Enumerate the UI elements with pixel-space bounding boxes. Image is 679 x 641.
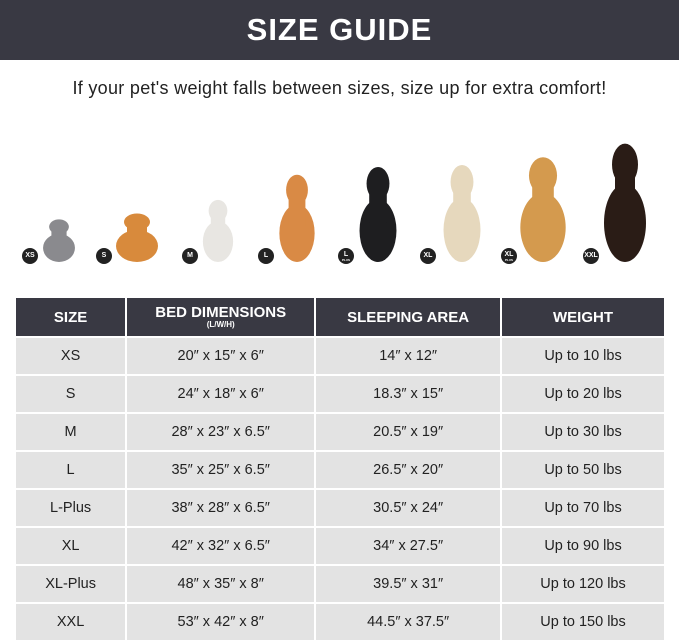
table-cell: Up to 90 lbs [502,526,664,564]
french-bulldog-image [200,198,236,262]
table-row: L-Plus 38″ x 28″ x 6.5″ 30.5″ x 24″ Up to 7… [16,488,664,526]
pet-size-lineup: XS S M L L PLUS XL XL PLUS XXL [0,130,679,270]
cat-image [40,218,78,262]
table-cell: 18.3″ x 15″ [316,374,501,412]
table-cell: 38″ x 28″ x 6.5″ [127,488,315,526]
page-title: SIZE GUIDE [0,0,679,60]
badge-sub-label: PLUS [341,257,350,262]
column-header-sub: (L/W/H) [206,320,235,329]
table-cell: 35″ x 25″ x 6.5″ [127,450,315,488]
table-cell: Up to 50 lbs [502,450,664,488]
badge-label: L [343,250,349,258]
table-cell: XL-Plus [16,564,126,602]
table-cell: 26.5″ x 20″ [316,450,501,488]
badge-sub-label: PLUS [504,257,513,262]
table-cell: XXL [16,602,126,640]
column-header-label: WEIGHT [553,308,614,326]
shiba-inu-image [276,172,318,262]
table-row: XXL 53″ x 42″ x 8″ 44.5″ x 37.5″ Up to 150 … [16,602,664,640]
table-cell: 42″ x 32″ x 6.5″ [127,526,315,564]
table-cell: Up to 10 lbs [502,336,664,374]
table-cell: 53″ x 42″ x 8″ [127,602,315,640]
column-header-label: BED DIMENSIONS [155,304,287,321]
table-cell: 20.5″ x 19″ [316,412,501,450]
table-cell: 24″ x 18″ x 6″ [127,374,315,412]
table-cell: L-Plus [16,488,126,526]
table-cell: 20″ x 15″ x 6″ [127,336,315,374]
labrador-image [440,162,484,262]
table-cell: Up to 150 lbs [502,602,664,640]
size-badge-s: S [96,248,112,264]
size-badge-m: M [182,248,198,264]
table-cell: 34″ x 27.5″ [316,526,501,564]
badge-label: L [263,252,269,259]
table-cell: 28″ x 23″ x 6.5″ [127,412,315,450]
sizing-tip: If your pet's weight falls between sizes… [72,78,607,98]
border-collie-image [356,164,400,262]
table-cell: 48″ x 35″ x 8″ [127,564,315,602]
column-header: SLEEPING AREA [316,298,501,336]
size-badge-l: L [258,248,274,264]
table-cell: 30.5″ x 24″ [316,488,501,526]
column-header-label: SLEEPING AREA [347,308,470,326]
badge-label: XL [504,250,514,258]
column-header-label: SIZE [53,308,88,326]
table-cell: Up to 30 lbs [502,412,664,450]
golden-retriever-image [516,154,570,262]
badge-label: XS [25,252,35,259]
table-cell: 44.5″ x 37.5″ [316,602,501,640]
badge-label: S [101,252,107,259]
size-badge-l-plus: L PLUS [338,248,354,264]
badge-label: M [187,252,193,259]
badge-label: XXL [584,252,598,259]
pomeranian-image [112,212,162,262]
table-cell: Up to 70 lbs [502,488,664,526]
doberman-image [600,140,650,262]
table-cell: Up to 120 lbs [502,564,664,602]
badge-label: XL [423,252,433,259]
table-row: XS 20″ x 15″ x 6″ 14″ x 12″ Up to 10 lbs [16,336,664,374]
size-badge-xl-plus: XL PLUS [501,248,517,264]
table-row: XL-Plus 48″ x 35″ x 8″ 39.5″ x 31″ Up to 12… [16,564,664,602]
size-badge-xs: XS [22,248,38,264]
table-cell: L [16,450,126,488]
table-cell: M [16,412,126,450]
table-row: M 28″ x 23″ x 6.5″ 20.5″ x 19″ Up to 30 lbs [16,412,664,450]
size-table: SIZE BED DIMENSIONS (L/W/H) SLEEPING AREA WE… [14,298,666,640]
column-header: BED DIMENSIONS (L/W/H) [127,298,315,336]
size-badge-xl: XL [420,248,436,264]
table-cell: S [16,374,126,412]
size-badge-xxl: XXL [583,248,599,264]
column-header: SIZE [16,298,126,336]
table-cell: Up to 20 lbs [502,374,664,412]
table-row: L 35″ x 25″ x 6.5″ 26.5″ x 20″ Up to 50 lbs [16,450,664,488]
table-cell: XL [16,526,126,564]
table-row: XL 42″ x 32″ x 6.5″ 34″ x 27.5″ Up to 90 lb… [16,526,664,564]
table-cell: 39.5″ x 31″ [316,564,501,602]
column-header: WEIGHT [502,298,664,336]
table-cell: XS [16,336,126,374]
table-row: S 24″ x 18″ x 6″ 18.3″ x 15″ Up to 20 lbs [16,374,664,412]
table-cell: 14″ x 12″ [316,336,501,374]
